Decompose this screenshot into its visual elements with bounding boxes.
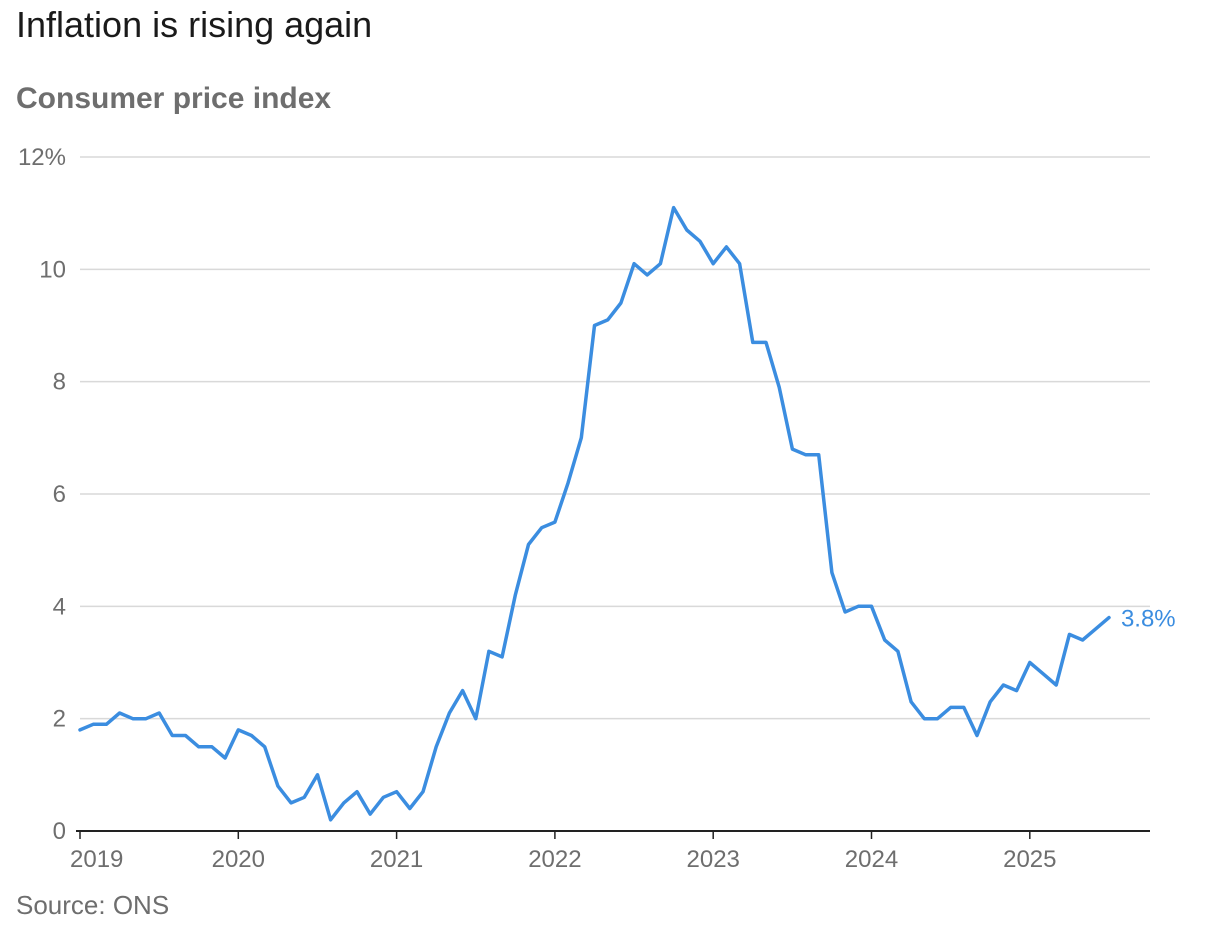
y-tick-label: 12% <box>18 144 66 171</box>
chart-subtitle: Consumer price index <box>16 82 332 115</box>
x-tick-label: 2019 <box>70 846 123 873</box>
x-tick-label: 2024 <box>845 846 898 873</box>
x-tick-label: 2021 <box>370 846 423 873</box>
x-tick-label: 2025 <box>1003 846 1056 873</box>
x-axis-ticks: 2019 2020 2021 2022 2023 2024 2025 <box>70 831 1056 873</box>
y-tick-label: 4 <box>53 593 66 620</box>
grid-lines <box>80 156 1150 720</box>
cpi-series-line <box>78 205 1111 822</box>
y-tick-label: 0 <box>53 818 66 845</box>
chart-title: Inflation is rising again <box>16 4 373 45</box>
x-tick-label: 2020 <box>212 846 265 873</box>
y-tick-label: 2 <box>53 706 66 733</box>
x-tick-label: 2022 <box>528 846 581 873</box>
source-note: Source: ONS <box>16 890 170 920</box>
end-value-label: 3.8% <box>1121 606 1176 633</box>
y-tick-label: 6 <box>53 481 66 508</box>
x-tick-label: 2023 <box>687 846 740 873</box>
y-tick-label: 10 <box>39 256 66 283</box>
y-tick-label: 8 <box>53 369 66 396</box>
y-axis-ticks: 0 2 4 6 8 10 12% <box>18 144 66 845</box>
